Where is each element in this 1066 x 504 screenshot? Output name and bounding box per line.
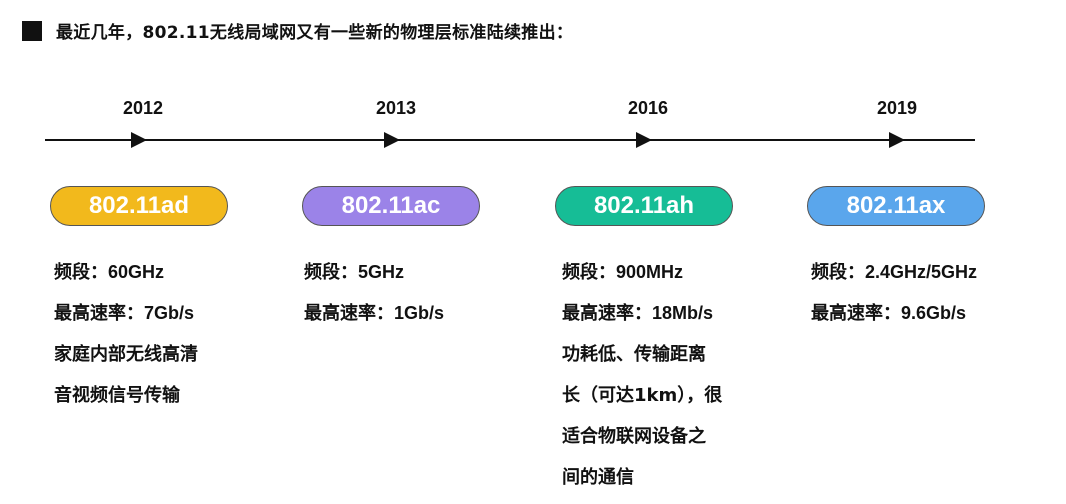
rate-value: 7Gb/s [144, 303, 195, 323]
band-row: 频段：5GHz [304, 252, 444, 293]
milestone-info-2016: 频段：900MHz 最高速率：18Mb/s 功耗低、传输距离 长（可达1km），… [562, 252, 722, 498]
band-row: 频段：60GHz [54, 252, 198, 293]
standard-badge-802-11ax: 802.11ax [807, 186, 985, 226]
note-line: 家庭内部无线高清 [54, 344, 198, 365]
milestone-info-2013: 频段：5GHz 最高速率：1Gb/s [304, 252, 444, 334]
standard-badge-802-11ah: 802.11ah [555, 186, 733, 226]
timeline-arrow-2016 [636, 132, 652, 148]
year-label-2019: 2019 [876, 98, 918, 118]
rate-label: 最高速率： [54, 303, 144, 324]
standard-badge-802-11ac: 802.11ac [302, 186, 480, 226]
timeline-arrow-2019 [889, 132, 905, 148]
note-line: 功耗低、传输距离 [562, 344, 706, 365]
band-label: 频段： [304, 262, 358, 283]
band-label: 频段： [562, 262, 616, 283]
rate-label: 最高速率： [304, 303, 394, 324]
rate-value: 9.6Gb/s [901, 303, 967, 323]
heading: 最近几年，802.11无线局域网又有一些新的物理层标准陆续推出： [22, 18, 573, 43]
band-label: 频段： [811, 262, 865, 283]
year-label-2016: 2016 [627, 98, 669, 118]
year-label-2013: 2013 [375, 98, 417, 118]
timeline-arrow-2012 [131, 132, 147, 148]
band-value: 60GHz [108, 262, 165, 282]
rate-label: 最高速率： [562, 303, 652, 324]
rate-value: 1Gb/s [394, 303, 445, 323]
milestone-info-2019: 频段：2.4GHz/5GHz 最高速率：9.6Gb/s [811, 252, 977, 334]
milestone-info-2012: 频段：60GHz 最高速率：7Gb/s 家庭内部无线高清 音视频信号传输 [54, 252, 198, 416]
rate-row: 最高速率：18Mb/s [562, 293, 722, 334]
note-line: 音视频信号传输 [54, 385, 180, 406]
standard-badge-802-11ad: 802.11ad [50, 186, 228, 226]
heading-bullet-square [22, 20, 42, 41]
band-value: 5GHz [358, 262, 405, 282]
band-value: 900MHz [616, 262, 684, 282]
band-row: 频段：900MHz [562, 252, 722, 293]
timeline-arrow-2013 [384, 132, 400, 148]
rate-row: 最高速率：9.6Gb/s [811, 293, 977, 334]
rate-row: 最高速率：7Gb/s [54, 293, 198, 334]
band-label: 频段： [54, 262, 108, 283]
year-label-2012: 2012 [122, 98, 164, 118]
heading-title: 最近几年，802.11无线局域网又有一些新的物理层标准陆续推出： [56, 23, 574, 43]
band-row: 频段：2.4GHz/5GHz [811, 252, 977, 293]
note-line: 适合物联网设备之 [562, 426, 706, 447]
note-line: 长（可达1km），很 [562, 385, 723, 406]
band-value: 2.4GHz/5GHz [865, 262, 978, 282]
rate-value: 18Mb/s [652, 303, 714, 323]
rate-label: 最高速率： [811, 303, 901, 324]
rate-row: 最高速率：1Gb/s [304, 293, 444, 334]
note-line: 间的通信 [562, 467, 634, 488]
